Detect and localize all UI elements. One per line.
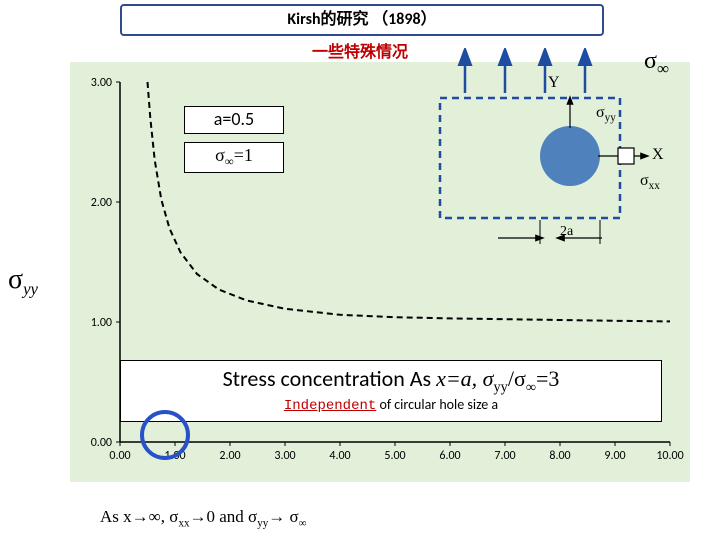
x-tick-2: 2.00 [219,449,240,463]
result-main: Stress concentration As x=a, σyy/σ∞=3 [121,361,661,396]
x-tick-4: 4.00 [329,449,350,463]
y-axis-label: σyy [8,264,38,300]
param-sigma-box: σ∞=1 [184,142,284,173]
accent-circle-icon [140,410,190,460]
y-tick-2: 2.00 [91,196,112,210]
sigma-glyph: σ [8,264,23,295]
limit-line: As x→∞, σxx→0 and σyy→ σ∞ [100,506,307,529]
x-tick-7: 7.00 [494,449,515,463]
sigma-yy-label: σyy [596,104,616,124]
result-box: Stress concentration As x=a, σyy/σ∞=3 In… [120,360,662,422]
x-tick-10: 10.00 [656,449,683,463]
two-a-label: 2a [560,224,573,240]
x-tick-5: 5.00 [384,449,405,463]
stage: 0.00 1.00 2.00 3.00 0.00 1.00 2.00 3.00 … [0,0,720,540]
x-tick-9: 9.00 [604,449,625,463]
x-tick-8: 8.00 [549,449,570,463]
y-tick-3: 3.00 [91,76,112,90]
param-a-box: a=0.5 [184,106,284,134]
y-tick-0: 0.00 [91,436,112,450]
y-axis-letter: Y [548,74,560,92]
sigma-xx-label: σxx [640,172,660,192]
title-bar: Kirsh的研究 （1898） [120,4,604,36]
result-sub: Independent of circular hole size a [121,396,661,414]
y-tick-1: 1.00 [91,316,112,330]
hole-circle [540,126,600,186]
x-tick-3: 3.00 [274,449,295,463]
x-tick-6: 6.00 [439,449,460,463]
sigma-inf-label: σ∞ [644,48,669,79]
sigma-sub: yy [23,280,38,299]
x-tick-0: 0.00 [109,449,130,463]
hole-diagram: Y X σ∞ σyy σxx 2a [420,48,710,248]
x-axis-letter: X [652,146,664,164]
